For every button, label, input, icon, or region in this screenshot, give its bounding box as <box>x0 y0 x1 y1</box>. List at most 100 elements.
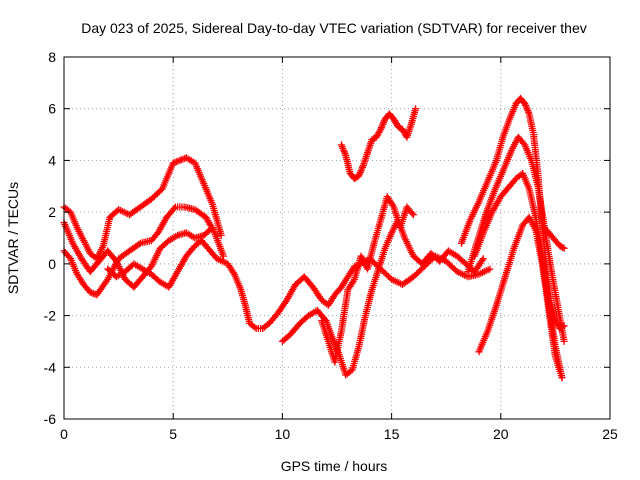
data-point <box>438 260 441 263</box>
data-point <box>521 172 524 175</box>
data-point <box>362 164 365 167</box>
x-tick-label: 0 <box>60 426 68 442</box>
data-point <box>384 247 386 250</box>
data-point <box>473 270 476 273</box>
data-point <box>202 182 205 185</box>
series-track-1 <box>60 154 225 263</box>
data-point <box>515 177 517 180</box>
data-point <box>528 188 530 190</box>
data-point <box>508 185 511 188</box>
data-point <box>377 268 380 270</box>
data-point <box>482 257 485 260</box>
data-point <box>456 270 458 273</box>
data-point <box>157 232 159 234</box>
data-point <box>98 260 100 263</box>
data-point <box>185 255 188 257</box>
x-tick-label: 10 <box>275 426 291 442</box>
data-point <box>340 144 343 146</box>
data-point <box>207 247 209 250</box>
data-point <box>379 128 382 131</box>
data-point <box>508 118 511 120</box>
series-marks <box>104 237 494 332</box>
data-point <box>500 195 502 198</box>
data-point <box>211 226 214 229</box>
data-point <box>358 345 360 348</box>
data-point <box>510 149 513 151</box>
data-point <box>467 275 469 278</box>
data-point <box>213 232 216 234</box>
data-point <box>178 159 181 162</box>
data-point <box>528 113 530 115</box>
data-point <box>185 232 188 234</box>
data-point <box>168 239 170 242</box>
data-point <box>467 270 469 273</box>
data-point <box>268 322 271 325</box>
x-tick-label: 25 <box>602 426 618 442</box>
data-point <box>76 273 78 276</box>
data-point <box>183 206 185 208</box>
data-point <box>390 278 393 281</box>
data-point <box>220 234 223 237</box>
data-point <box>344 154 347 157</box>
data-point <box>386 195 389 198</box>
data-point <box>139 242 142 244</box>
data-point <box>106 278 109 281</box>
data-point <box>502 169 504 172</box>
data-point <box>445 260 448 263</box>
data-point <box>255 327 257 330</box>
data-point <box>548 309 550 312</box>
data-point <box>168 286 170 288</box>
y-tick-label: 6 <box>48 101 56 117</box>
data-point <box>159 247 161 250</box>
data-point <box>524 144 526 146</box>
data-point <box>360 255 362 257</box>
data-point <box>513 247 515 250</box>
data-point <box>307 314 310 317</box>
data-point <box>545 229 548 232</box>
data-point <box>515 102 517 105</box>
data-point <box>366 151 369 154</box>
axis-ticks: 0 5 10 15 20 25 -6 -4 -2 0 2 4 6 8 <box>44 49 618 442</box>
data-point <box>172 162 174 164</box>
data-point <box>80 257 83 260</box>
series-track-5 <box>278 216 487 379</box>
data-point <box>491 211 493 213</box>
x-tick-label: 15 <box>384 426 400 442</box>
data-point <box>69 257 72 260</box>
series-track-6 <box>318 193 417 366</box>
data-point <box>460 242 463 244</box>
data-point <box>194 244 196 247</box>
data-point <box>106 250 109 252</box>
data-point <box>353 278 356 281</box>
series-track-11 <box>475 213 566 382</box>
data-point <box>115 275 118 278</box>
data-point <box>347 288 349 291</box>
data-point <box>244 304 247 307</box>
data-point <box>366 268 369 270</box>
data-point <box>327 304 330 307</box>
data-point <box>563 247 565 250</box>
x-tick-label: 20 <box>493 426 509 442</box>
data-point <box>285 299 288 301</box>
data-point <box>478 201 480 203</box>
series-track-12 <box>543 226 568 252</box>
data-point <box>534 229 537 232</box>
data-point <box>95 257 98 260</box>
data-point <box>331 338 334 340</box>
data-point <box>124 270 126 273</box>
data-point <box>556 304 559 307</box>
data-point <box>392 118 395 120</box>
data-point <box>406 136 408 138</box>
data-point <box>294 283 297 286</box>
chart-title: Day 023 of 2025, Sidereal Day-to-day VTE… <box>81 20 587 36</box>
series-marks <box>337 105 420 182</box>
data-point <box>371 138 373 141</box>
data-point <box>312 286 314 288</box>
data-point <box>71 242 74 244</box>
data-point <box>410 123 413 126</box>
data-point <box>537 185 539 188</box>
data-point <box>115 260 118 263</box>
data-point <box>117 257 120 260</box>
data-point <box>240 288 242 291</box>
data-point <box>530 159 533 162</box>
